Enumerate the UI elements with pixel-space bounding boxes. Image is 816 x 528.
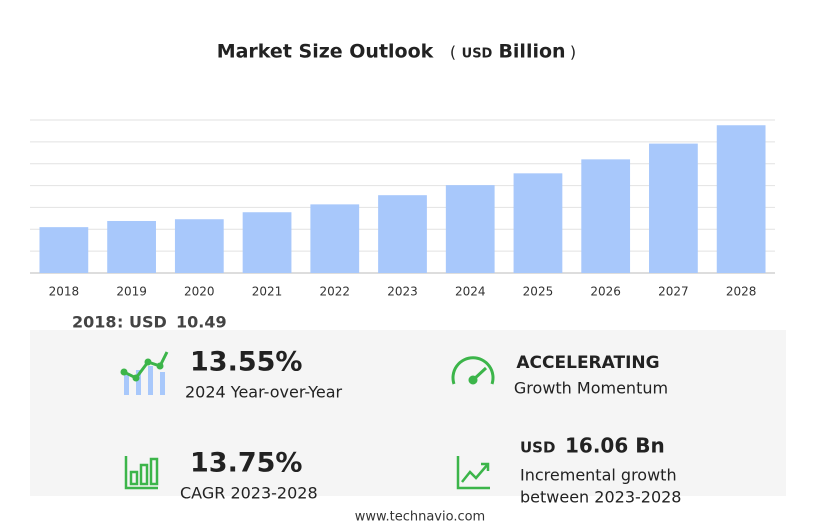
x-tick-label: 2021 [252, 285, 283, 299]
yoy-value: 13.55% [190, 347, 302, 378]
x-tick-label: 2020 [184, 285, 215, 299]
incremental-value: 16.06 Bn [565, 434, 665, 458]
incremental-icon [456, 456, 490, 490]
cagr-icon [124, 456, 159, 490]
bar [242, 212, 292, 273]
highlight-sep: : USD [117, 313, 167, 332]
x-tick-label: 2024 [455, 285, 486, 299]
bar [513, 173, 563, 273]
bar [378, 195, 427, 273]
unit-close: ) [570, 43, 576, 62]
bar [445, 185, 495, 273]
footer: www.technavio.com [355, 510, 485, 525]
x-tick-label: 2023 [387, 285, 418, 299]
x-tick-label: 2022 [319, 285, 350, 299]
x-tick-label: 2019 [116, 285, 147, 299]
cagr-label: CAGR 2023-2028 [180, 484, 318, 503]
x-tick-label: 2018 [49, 285, 80, 299]
unit: Billion [498, 41, 565, 63]
highlight-value: 10.49 [176, 313, 227, 332]
incremental-line: Incremental growth [520, 466, 677, 485]
unit-open: ( [450, 43, 456, 62]
yoy-label: 2024 Year-over-Year [185, 383, 343, 402]
cagr-value: 13.75% [190, 448, 302, 479]
bar [716, 125, 766, 273]
incremental-unit: USD [520, 439, 555, 457]
x-tick-label: 2026 [590, 285, 621, 299]
highlight-year: 2018 [72, 313, 117, 332]
gauge-icon [451, 356, 495, 385]
momentum-label: Growth Momentum [514, 379, 668, 398]
incremental-line: between 2023-2028 [520, 488, 681, 507]
bar [39, 227, 89, 273]
x-tick-label: 2027 [658, 285, 689, 299]
momentum-value: ACCELERATING [516, 353, 659, 373]
chart-title: Market Size Outlook [217, 41, 434, 63]
bar [174, 219, 224, 273]
unit-prefix: USD [462, 47, 493, 62]
bar [581, 159, 631, 273]
bar [649, 143, 698, 273]
x-tick-label: 2025 [523, 285, 554, 299]
x-tick-label: 2028 [726, 285, 757, 299]
bar [107, 220, 156, 273]
bar [310, 204, 360, 273]
yoy-icon [120, 351, 169, 395]
